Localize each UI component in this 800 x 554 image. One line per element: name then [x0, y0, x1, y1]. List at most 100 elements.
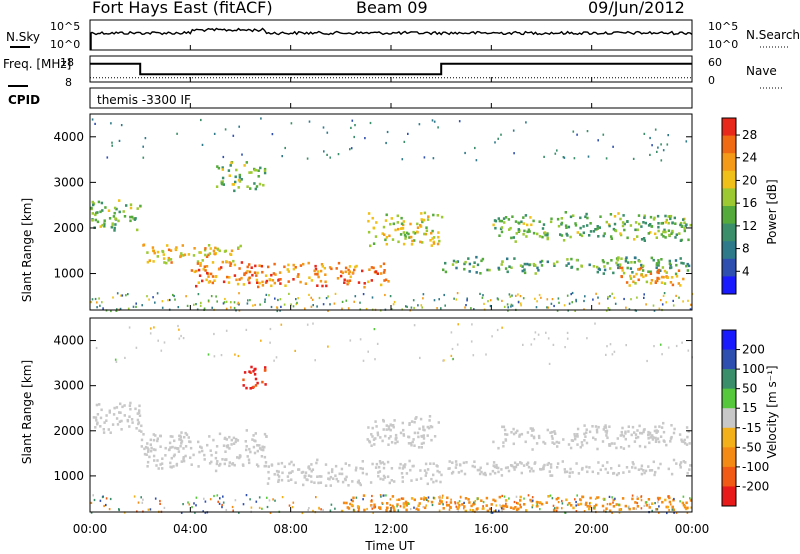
heatmap-cell: [570, 293, 572, 296]
heatmap-cell: [109, 431, 112, 434]
heatmap-cell: [517, 221, 520, 225]
heatmap-cell: [471, 464, 474, 468]
heatmap-cell: [283, 465, 286, 468]
heatmap-cell: [680, 261, 683, 265]
heatmap-cell: [531, 496, 534, 499]
heatmap-cell: [501, 260, 504, 263]
heatmap-cell: [401, 421, 404, 425]
heatmap-cell: [283, 303, 286, 306]
heatmap-cell: [320, 508, 322, 511]
heatmap-cell: [589, 496, 592, 500]
heatmap-cell: [357, 479, 360, 483]
heatmap-cell: [159, 499, 161, 503]
heatmap-cell: [531, 427, 534, 430]
heatmap-cell: [466, 297, 468, 300]
heatmap-cell: [266, 505, 269, 509]
heatmap-cell: [290, 460, 293, 464]
heatmap-cell: [504, 504, 507, 508]
heatmap-cell: [195, 284, 198, 288]
heatmap-cell: [148, 259, 151, 262]
heatmap-cell: [647, 224, 651, 227]
heatmap-cell: [576, 443, 579, 446]
heatmap-cell: [639, 266, 643, 270]
heatmap-cell: [450, 498, 452, 501]
heatmap-cell: [216, 460, 219, 463]
heatmap-cell: [515, 463, 519, 467]
heatmap-cell: [495, 463, 498, 467]
heatmap-cell: [497, 466, 500, 470]
heatmap-cell: [366, 507, 368, 511]
heatmap-cell: [420, 304, 423, 307]
heatmap-cell: [677, 282, 680, 285]
heatmap-cell: [607, 307, 609, 310]
heatmap-cell: [589, 222, 592, 225]
heatmap-cell: [568, 471, 572, 475]
heatmap-cell: [314, 267, 318, 271]
heatmap-cell: [552, 504, 555, 507]
heatmap-cell: [90, 501, 93, 504]
heatmap-cell: [177, 324, 179, 328]
heatmap-cell: [385, 213, 388, 217]
heatmap-cell: [306, 157, 309, 160]
heatmap-cell: [482, 294, 484, 297]
heatmap-cell: [682, 300, 684, 303]
heatmap-cell: [598, 226, 601, 229]
heatmap-cell: [557, 297, 560, 300]
heatmap-cell: [456, 501, 460, 505]
heatmap-cell: [119, 411, 122, 414]
heatmap-cell: [396, 221, 399, 224]
heatmap-cell: [506, 257, 509, 261]
heatmap-cell: [628, 507, 631, 511]
heatmap-cell: [652, 460, 655, 464]
heatmap-cell: [605, 507, 608, 510]
heatmap-cell: [221, 168, 224, 171]
heatmap-cell: [214, 469, 218, 473]
heatmap-cell: [139, 204, 142, 208]
heatmap-cell: [503, 495, 506, 498]
heatmap-cell: [437, 231, 440, 234]
heatmap-cell: [596, 225, 599, 228]
heatmap-cell: [656, 214, 660, 218]
heatmap-cell: [160, 349, 163, 352]
heatmap-cell: [148, 455, 151, 459]
heatmap-cell: [479, 466, 482, 470]
heatmap-cell: [566, 503, 569, 506]
heatmap-cell: [257, 175, 260, 178]
heatmap-cell: [643, 471, 646, 475]
heatmap-cell: [224, 450, 227, 453]
heatmap-cell: [215, 462, 219, 466]
heatmap-cell: [588, 507, 591, 511]
heatmap-cell: [501, 425, 504, 429]
heatmap-cell: [662, 275, 665, 279]
heatmap-cell: [424, 462, 428, 466]
heatmap-cell: [203, 265, 206, 268]
heatmap-cell: [129, 206, 133, 210]
heatmap-cell: [300, 471, 304, 474]
heatmap-cell: [316, 284, 319, 287]
heatmap-cell: [583, 439, 586, 442]
heatmap-cell: [556, 217, 560, 221]
heatmap-cell: [290, 122, 293, 125]
heatmap-cell: [572, 130, 575, 133]
heatmap-cell: [627, 430, 630, 433]
heatmap-cell: [657, 225, 660, 229]
heatmap-cell: [464, 509, 467, 513]
heatmap-cell: [322, 303, 325, 306]
heatmap-cell: [654, 128, 657, 131]
heatmap-cell: [580, 234, 584, 238]
heatmap-cell: [559, 233, 562, 236]
heatmap-cell: [652, 258, 655, 262]
heatmap-cell: [422, 441, 425, 445]
heatmap-cell: [261, 507, 263, 510]
heatmap-cell: [211, 306, 213, 309]
heatmap-cell: [167, 256, 170, 260]
heatmap-cell: [316, 458, 319, 462]
heatmap-cell: [438, 298, 440, 301]
heatmap-cell: [507, 309, 509, 312]
heatmap-cell: [546, 428, 549, 432]
heatmap-cell: [216, 494, 219, 497]
heatmap-cell: [491, 511, 494, 514]
heatmap-cell: [638, 267, 641, 271]
